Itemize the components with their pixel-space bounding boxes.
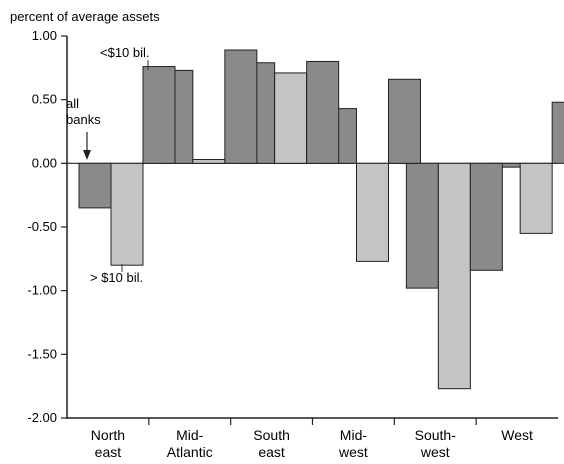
y-tick-label: -1.00 <box>27 283 57 298</box>
category-label: Mid- <box>340 427 368 443</box>
annotation-small-banks: <$10 bil. <box>100 45 150 60</box>
y-tick-label: -1.50 <box>27 346 57 361</box>
y-tick-labels: 1.00 0.50 0.00 -0.50 -1.00 -1.50 -2.00 <box>27 28 57 425</box>
y-tick-label: 1.00 <box>32 28 57 43</box>
y-tick-label: 0.00 <box>32 155 57 170</box>
bar <box>405 162 439 289</box>
bar <box>192 159 226 164</box>
category-label: Atlantic <box>167 444 213 460</box>
y-tick-label: -0.50 <box>27 219 57 234</box>
category-label: west <box>338 444 368 460</box>
category-label: North <box>91 427 125 443</box>
annotation-large-banks: > $10 bil. <box>90 270 143 285</box>
category-labels: NortheastMid-AtlanticSoutheastMid-westSo… <box>91 427 533 460</box>
bar <box>78 162 112 209</box>
arrow-down-icon <box>83 150 91 160</box>
y-tick-label: 0.50 <box>32 92 57 107</box>
category-label: South <box>253 427 290 443</box>
category-label: South- <box>415 427 457 443</box>
y-tick-label: -2.00 <box>27 410 57 425</box>
category-label: west <box>420 444 450 460</box>
annotation-all-banks-line2: banks <box>66 112 101 127</box>
bar <box>306 60 340 164</box>
category-label: east <box>258 444 285 460</box>
category-label: West <box>501 427 533 443</box>
bar <box>356 162 389 262</box>
bar <box>388 78 421 164</box>
bar <box>469 162 503 271</box>
bars <box>78 49 564 390</box>
bar <box>437 162 471 390</box>
bar <box>551 101 564 164</box>
bar <box>142 66 176 164</box>
category-label: Mid- <box>176 427 204 443</box>
bar <box>274 72 308 164</box>
bar <box>519 162 553 234</box>
category-label: east <box>95 444 122 460</box>
bar <box>224 49 258 164</box>
bar <box>110 162 144 266</box>
annotation-all-banks-line1: all <box>66 96 79 111</box>
y-axis-label: percent of average assets <box>10 9 160 24</box>
